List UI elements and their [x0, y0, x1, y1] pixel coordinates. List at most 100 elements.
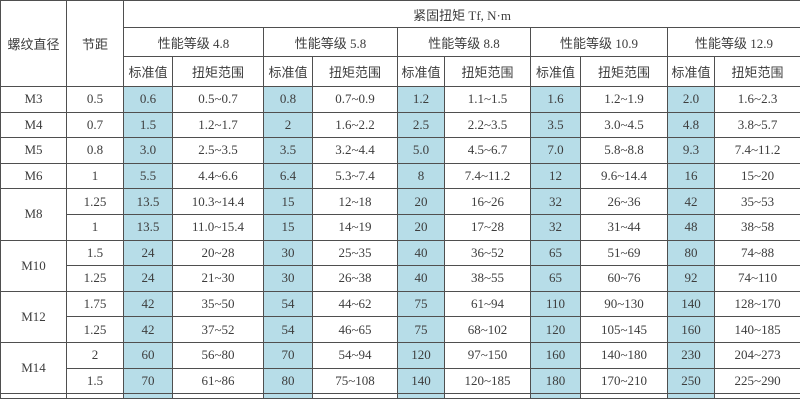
torque-range-cell: 1.2~1.9: [580, 86, 668, 113]
standard-value-cell: 42: [123, 290, 173, 318]
standard-value-cell: 140: [667, 290, 715, 318]
torque-range-header: 扭矩范围: [172, 56, 264, 87]
pitch-cell: 0.5: [66, 86, 124, 113]
standard-value-cell: 24: [123, 239, 173, 267]
standard-value-cell: [263, 393, 313, 400]
torque-range-header: 扭矩范围: [580, 56, 668, 87]
standard-value-cell: 2.5: [397, 111, 445, 139]
torque-range-cell: 35~53: [713, 188, 800, 215]
torque-range-cell: 105~145: [580, 316, 668, 343]
standard-value-cell: 60: [123, 341, 173, 369]
thread-size-cell: M10: [0, 239, 67, 292]
table-body: M3 0.5 0.6 0.5~0.7 0.8 0.7~0.9 1.2 1.1~1.5 1.6 1.…: [0, 86, 800, 400]
torque-range-cell: 46~65: [312, 316, 398, 343]
torque-range-cell: 74~110: [713, 265, 800, 292]
table-cell: [172, 393, 264, 400]
standard-value-cell: 75: [397, 316, 445, 343]
standard-value-cell: 180: [530, 367, 581, 395]
torque-range-cell: 0.7~0.9: [312, 86, 398, 113]
table-row: M3 0.5 0.6 0.5~0.7 0.8 0.7~0.9 1.2 1.1~1.5 1.6 1.…: [0, 86, 800, 113]
standard-value-cell: 70: [123, 367, 173, 395]
table-row: 1.5 70 61~86 80 75~108 140 120~185 180 170~210 25…: [1, 367, 800, 395]
torque-range-cell: 1.6~2.3: [713, 86, 800, 113]
torque-range-cell: 38~55: [444, 265, 531, 292]
torque-range-cell: 61~94: [444, 290, 531, 318]
standard-value-cell: 48: [667, 213, 715, 241]
pitch-cell: 1.25: [66, 265, 124, 292]
standard-value-cell: 15: [263, 188, 313, 215]
torque-range-header: 扭矩范围: [713, 56, 800, 87]
torque-range-cell: 1.1~1.5: [444, 86, 531, 113]
torque-range-cell: 26~38: [312, 265, 398, 292]
standard-value-cell: [123, 393, 173, 400]
torque-range-cell: 90~130: [580, 290, 668, 318]
standard-value-cell: 3.5: [530, 111, 581, 139]
table-cell: [713, 393, 800, 400]
table-row: M14 2 60 56~80 70 54~94 120 97~150 160 140~180 230…: [0, 341, 800, 395]
torque-range-cell: 11.0~15.4: [172, 213, 264, 241]
torque-range-cell: 140~185: [713, 316, 800, 343]
standard-value-cell: 12: [530, 162, 581, 190]
standard-value-cell: 32: [530, 213, 581, 241]
pitch-cell: 0.8: [66, 137, 124, 164]
standard-value-cell: 2.0: [667, 86, 715, 113]
standard-value-cell: 54: [263, 316, 313, 343]
standard-value-cell: 0.6: [123, 86, 173, 113]
pitch-cell: 1.75: [66, 290, 124, 318]
standard-value-cell: 80: [667, 239, 715, 267]
table-row: M8 1.25 13.5 10.3~14.4 15 12~18 20 16~26 32 26~36…: [0, 188, 800, 241]
thread-size-cell: M14: [0, 341, 67, 395]
torque-range-cell: 21~30: [172, 265, 264, 292]
standard-value-cell: 30: [263, 265, 313, 292]
torque-range-cell: 3.0~4.5: [580, 111, 668, 139]
torque-range-cell: 44~62: [312, 290, 398, 318]
torque-range-cell: 5.3~7.4: [312, 162, 398, 190]
standard-value-cell: 4.8: [667, 111, 715, 139]
standard-value-cell: 20: [397, 188, 445, 215]
pitch-cell: 1.25: [66, 188, 124, 215]
standard-value-cell: 40: [397, 265, 445, 292]
torque-range-cell: 38~58: [713, 213, 800, 241]
standard-value-cell: 54: [263, 290, 313, 318]
torque-range-cell: 3.8~5.7: [713, 111, 800, 139]
torque-range-cell: 25~35: [312, 239, 398, 267]
thread-size-cell: M5: [0, 137, 67, 164]
torque-range-cell: 54~94: [312, 341, 398, 369]
torque-range-cell: 12~18: [312, 188, 398, 215]
standard-value-cell: 80: [263, 367, 313, 395]
thread-diameter-header: 螺纹直径: [0, 0, 67, 87]
torque-range-cell: 16~26: [444, 188, 531, 215]
table-row: M5 0.8 3.0 2.5~3.5 3.5 3.2~4.4 5.0 4.5~6.7 7.0 5.…: [0, 137, 800, 164]
torque-range-cell: 31~44: [580, 213, 668, 241]
table-row: M6 1 5.5 4.4~6.6 6.4 5.3~7.4 8 7.4~11.2 12 9.6~14…: [0, 162, 800, 190]
grade-header-12-9: 性能等级 12.9: [666, 27, 800, 57]
thread-size-cell: M12: [0, 290, 67, 343]
pitch-cell: 1: [66, 162, 124, 190]
standard-value-cell: 20: [397, 213, 445, 241]
standard-value-header: 标准值: [667, 56, 715, 87]
standard-value-cell: 70: [263, 341, 313, 369]
standard-value-cell: 8: [397, 162, 445, 190]
torque-range-cell: 60~76: [580, 265, 668, 292]
standard-value-cell: 160: [530, 341, 581, 369]
standard-value-cell: 0.8: [263, 86, 313, 113]
torque-range-cell: 0.5~0.7: [172, 86, 264, 113]
header-row-title: 螺纹直径 节距 紧固扭矩 Tf, N·m: [0, 0, 800, 87]
torque-range-cell: 10.3~14.4: [172, 188, 264, 215]
table-cell: [66, 393, 124, 400]
torque-range-cell: 74~88: [713, 239, 800, 267]
standard-value-cell: 42: [667, 188, 715, 215]
standard-value-cell: 30: [263, 239, 313, 267]
torque-range-cell: 61~86: [172, 367, 264, 395]
standard-value-cell: 7.0: [530, 137, 581, 164]
torque-range-cell: 170~210: [580, 367, 668, 395]
torque-range-cell: 37~52: [172, 316, 264, 343]
pitch-header: 节距: [66, 0, 124, 87]
standard-value-cell: 42: [123, 316, 173, 343]
standard-value-cell: 250: [667, 367, 715, 395]
pitch-cell: 2: [66, 341, 124, 369]
thread-size-cell: M8: [0, 188, 67, 241]
torque-range-header: 扭矩范围: [312, 56, 398, 87]
standard-value-cell: 24: [123, 265, 173, 292]
